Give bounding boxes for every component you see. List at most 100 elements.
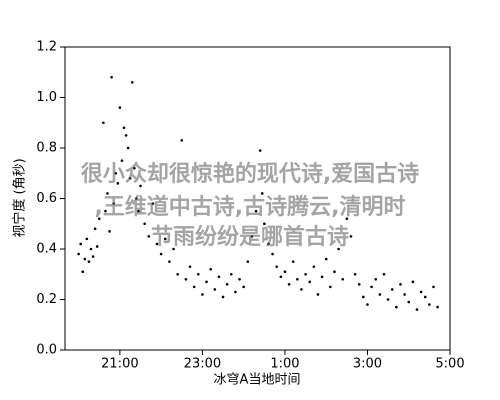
point — [151, 202, 155, 205]
point — [390, 288, 394, 291]
point — [370, 285, 373, 289]
point — [229, 272, 233, 276]
point — [135, 197, 138, 200]
point — [188, 265, 192, 268]
point — [296, 278, 299, 281]
point — [116, 182, 120, 185]
point — [112, 202, 115, 205]
point — [436, 305, 439, 309]
point — [291, 260, 295, 263]
point — [205, 280, 208, 284]
point — [89, 247, 93, 251]
point — [419, 290, 423, 294]
watermark-text: 很小众却很惊艳的现代诗,爱国古诗 — [81, 161, 419, 187]
point — [159, 252, 163, 256]
point — [250, 235, 254, 238]
watermark-text: 节雨纷纷是哪首古诗 — [151, 224, 349, 250]
point — [97, 217, 101, 220]
point — [126, 146, 130, 150]
point — [324, 257, 328, 261]
point — [108, 230, 111, 233]
point — [234, 290, 237, 294]
point — [423, 295, 427, 299]
point — [353, 272, 357, 276]
point — [104, 209, 107, 213]
point — [79, 242, 82, 246]
x-tick-label: 21:00 — [101, 357, 138, 372]
y-axis-label: 视宁度 (角秒) — [12, 158, 28, 237]
x-tick-label: 1:00 — [270, 357, 299, 372]
point — [143, 222, 146, 226]
point — [312, 265, 316, 268]
point — [238, 278, 241, 281]
point — [345, 217, 349, 220]
point — [366, 303, 369, 306]
point — [137, 209, 140, 213]
point — [304, 272, 307, 276]
point — [329, 285, 332, 289]
point — [95, 245, 99, 248]
y-tick-label: 0.6 — [36, 191, 57, 206]
point — [283, 270, 287, 274]
point — [225, 283, 229, 286]
y-tick-label: 0.2 — [36, 292, 57, 307]
point — [184, 278, 188, 281]
x-tick-label: 3:00 — [353, 357, 382, 372]
point — [362, 295, 365, 299]
y-tick-label: 0.4 — [36, 242, 57, 257]
point — [221, 295, 225, 299]
point — [395, 305, 398, 309]
point — [163, 237, 167, 241]
x-axis-label: 冰穹A当地时间 — [214, 372, 301, 388]
point — [275, 265, 278, 268]
point — [415, 308, 419, 311]
point — [155, 242, 159, 246]
point — [122, 126, 126, 130]
point — [432, 285, 435, 289]
point — [147, 235, 151, 238]
point — [87, 260, 91, 263]
point — [271, 252, 274, 256]
y-tick-label: 1.2 — [36, 40, 57, 55]
point — [209, 267, 212, 271]
point — [308, 280, 311, 284]
point — [128, 177, 132, 180]
point — [349, 235, 353, 238]
point — [287, 283, 291, 286]
point — [217, 275, 221, 279]
watermark-text: ,王维道中古诗,古诗腾云,清明时 — [94, 194, 405, 220]
point — [411, 280, 415, 284]
point — [91, 255, 95, 258]
point — [106, 192, 109, 195]
y-tick-label: 0.0 — [36, 343, 57, 358]
point — [83, 257, 87, 261]
point — [246, 260, 250, 263]
point — [192, 285, 196, 289]
y-tick-label: 0.8 — [36, 141, 57, 156]
point — [399, 283, 402, 286]
point — [93, 227, 97, 231]
point — [102, 121, 105, 125]
point — [81, 270, 85, 274]
point — [130, 81, 134, 84]
point — [77, 252, 80, 256]
point — [254, 209, 258, 213]
point — [428, 303, 431, 306]
point — [263, 222, 266, 226]
point — [320, 275, 324, 279]
point — [139, 184, 142, 188]
point — [120, 159, 124, 162]
point — [260, 192, 264, 195]
point — [124, 134, 128, 137]
point — [386, 298, 390, 301]
point — [337, 247, 340, 251]
x-tick-label: 23:00 — [184, 357, 221, 372]
point — [258, 149, 262, 152]
point — [374, 278, 378, 281]
point — [316, 293, 320, 296]
point — [341, 278, 345, 281]
point — [201, 293, 204, 296]
point — [118, 106, 122, 109]
point — [403, 293, 406, 296]
